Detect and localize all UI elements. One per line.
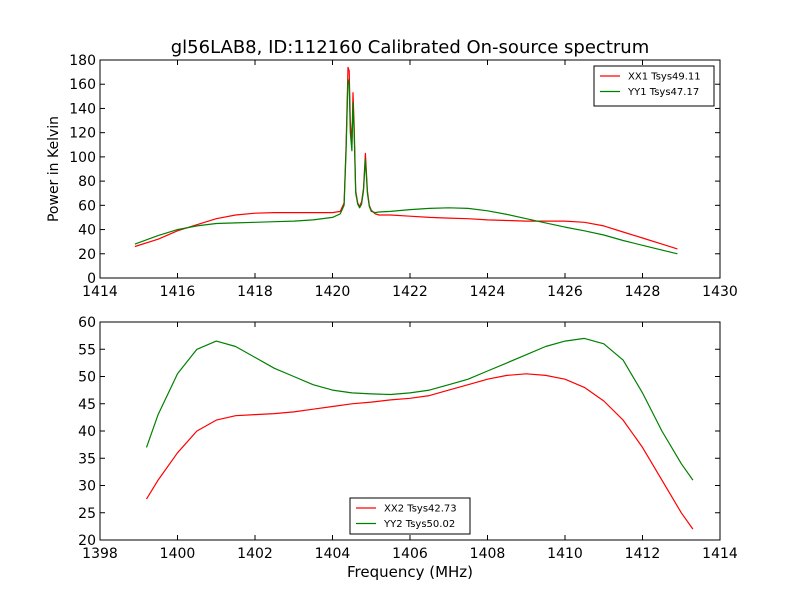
chart-title: gl56LAB8, ID:112160 Calibrated On-source… [171, 37, 649, 58]
top-y-tick-label: 80 [78, 174, 96, 190]
top-series-line-2 [134, 78, 678, 255]
top-series-group [134, 66, 678, 255]
bottom-x-tick-label: 1400 [160, 546, 196, 562]
bottom-x-tick-label: 1398 [82, 546, 118, 562]
bottom-x-tick-label: 1404 [315, 546, 351, 562]
top-x-tick-label: 1422 [392, 284, 428, 300]
top-legend: XX1 Tsys49.11 YY1 Tsys47.17 [593, 65, 715, 107]
top-x-tick-label: 1426 [547, 284, 583, 300]
bottom-legend-label-2: YY2 Tsys50.02 [383, 519, 455, 530]
bottom-y-tick-label: 60 [78, 315, 96, 331]
bottom-x-tick-label: 1410 [547, 546, 583, 562]
top-x-tick-label: 1428 [625, 284, 661, 300]
top-x-tick-label: 1420 [315, 284, 351, 300]
top-ticks-group: 1414 1416 1418 1420 1422 1424 1426 1428 1430 0 20 4… [69, 53, 738, 300]
top-legend-label-1: XX1 Tsys49.11 [628, 72, 701, 83]
bottom-y-tick-label: 20 [78, 533, 96, 549]
bottom-x-tick-label: 1402 [237, 546, 273, 562]
bottom-x-tick-label: 1412 [625, 546, 661, 562]
top-y-tick-label: 60 [78, 198, 96, 214]
bottom-legend: XX2 Tsys42.73 YY2 Tsys50.02 [349, 497, 471, 535]
bottom-y-tick-label: 25 [78, 506, 96, 522]
x-axis-label: Frequency (MHz) [347, 563, 473, 581]
top-legend-box [593, 65, 715, 107]
top-y-tick-label: 0 [87, 271, 96, 287]
bottom-y-tick-label: 55 [78, 342, 96, 358]
top-x-tick-label: 1430 [702, 284, 738, 300]
bottom-x-tick-label: 1408 [470, 546, 506, 562]
top-y-tick-label: 180 [69, 53, 96, 69]
top-axes: 1414 1416 1418 1420 1422 1424 1426 1428 1430 0 20 4… [46, 53, 738, 300]
bottom-y-tick-label: 50 [78, 370, 96, 386]
top-x-tick-label: 1416 [160, 284, 196, 300]
bottom-y-tick-label: 30 [78, 479, 96, 495]
top-y-tick-label: 120 [69, 126, 96, 142]
bottom-axes: 1398 1400 1402 1404 1406 1408 1410 1412 1414 20 25… [78, 315, 738, 581]
bottom-series-line-1 [145, 373, 694, 530]
bottom-series-line-2 [145, 337, 694, 481]
bottom-y-tick-label: 40 [78, 424, 96, 440]
top-y-axis-label: Power in Kelvin [46, 116, 62, 222]
bottom-legend-label-1: XX2 Tsys42.73 [384, 504, 457, 515]
bottom-x-tick-label: 1406 [392, 546, 428, 562]
bottom-ticks-group: 1398 1400 1402 1404 1406 1408 1410 1412 1414 20 25… [78, 315, 738, 562]
bottom-legend-box [349, 497, 471, 535]
top-y-tick-label: 20 [78, 247, 96, 263]
top-y-tick-label: 160 [69, 77, 96, 93]
top-legend-label-2: YY1 Tsys47.17 [627, 87, 699, 98]
top-y-tick-label: 140 [69, 101, 96, 117]
bottom-y-tick-label: 35 [78, 451, 96, 467]
bottom-y-tick-label: 45 [78, 397, 96, 413]
bottom-x-tick-label: 1414 [702, 546, 738, 562]
top-y-tick-label: 100 [69, 150, 96, 166]
top-x-tick-label: 1424 [470, 284, 506, 300]
top-y-tick-label: 40 [78, 223, 96, 239]
bottom-series-group [145, 337, 694, 530]
top-x-tick-label: 1418 [237, 284, 273, 300]
top-x-tick-label: 1414 [82, 284, 118, 300]
